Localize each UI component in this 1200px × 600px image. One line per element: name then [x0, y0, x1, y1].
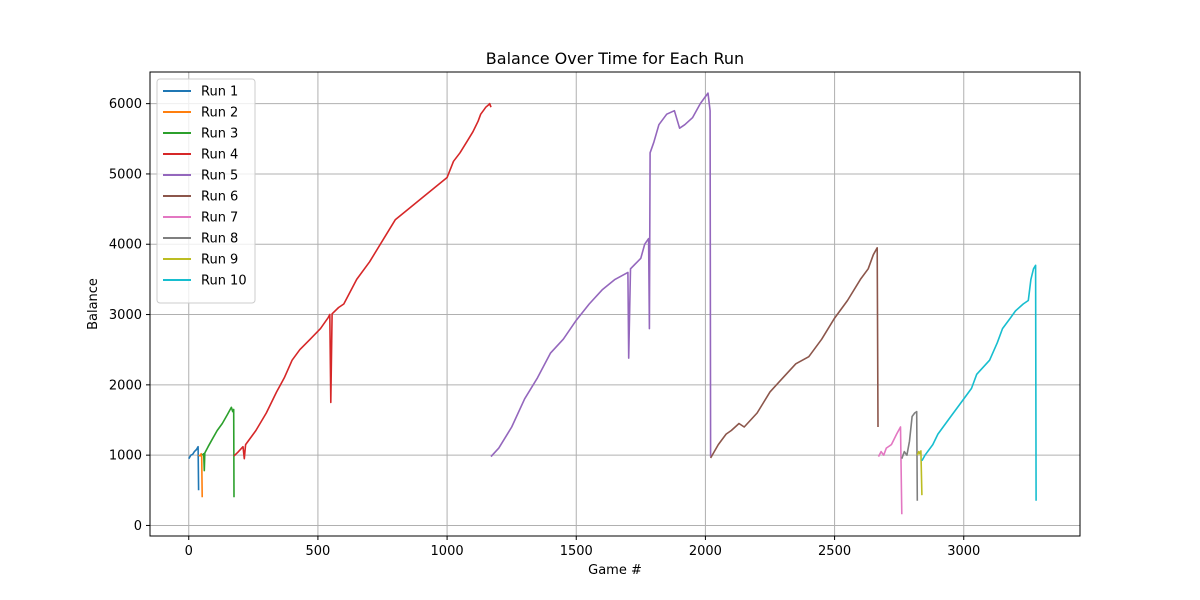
series-line-run-5: [490, 92, 712, 458]
x-axis-label: Game #: [588, 563, 642, 578]
legend-label: Run 9: [201, 253, 238, 268]
series-line-run-9: [916, 450, 923, 496]
chart-title: Balance Over Time for Each Run: [486, 49, 744, 68]
gridlines: [150, 72, 1080, 536]
x-tick-label: 1500: [560, 544, 593, 559]
series-line-run-2: [198, 452, 203, 498]
x-tick-label: 2000: [689, 544, 722, 559]
plot-frame: [149, 71, 1081, 537]
legend-label: Run 2: [201, 106, 238, 121]
legend-label: Run 1: [201, 85, 238, 100]
x-tick-label: 1000: [431, 544, 464, 559]
y-tick-label: 2000: [109, 378, 142, 393]
x-tick-label: 2500: [818, 544, 851, 559]
x-tick-label: 500: [306, 544, 331, 559]
series-line-run-6: [709, 247, 879, 459]
legend-box: [156, 78, 256, 304]
y-tick-label: 6000: [109, 97, 142, 112]
x-axis-ticks: 0 500 1000 1500 2000 2500 3000: [185, 536, 980, 559]
series-line-run-10: [921, 264, 1037, 501]
legend-label: Run 10: [201, 274, 247, 289]
y-axis-ticks: 0 1000 2000 3000 4000 5000 6000: [109, 97, 150, 534]
legend-label: Run 5: [201, 169, 238, 184]
series-line-run-4: [233, 102, 492, 460]
series-lines: [188, 92, 1037, 515]
y-axis-label: Balance: [86, 278, 101, 330]
x-tick-label: 0: [185, 544, 193, 559]
series-line-run-1: [188, 445, 200, 491]
series-line-run-8: [901, 410, 919, 501]
legend-label: Run 4: [201, 148, 238, 163]
y-tick-label: 3000: [109, 308, 142, 323]
series-line-run-7: [877, 426, 903, 515]
y-tick-label: 5000: [109, 167, 142, 182]
y-tick-label: 0: [134, 519, 142, 534]
x-tick-label: 3000: [947, 544, 980, 559]
legend-label: Run 3: [201, 127, 238, 142]
series-line-run-3: [201, 406, 235, 498]
y-tick-label: 4000: [109, 238, 142, 253]
y-tick-label: 1000: [109, 449, 142, 464]
legend-label: Run 8: [201, 232, 238, 247]
legend: Run 1 Run 2 Run 3 Run 4 Run 5 Run 6 Run 7 Run 8…: [156, 78, 256, 304]
legend-label: Run 7: [201, 211, 238, 226]
legend-label: Run 6: [201, 190, 238, 205]
